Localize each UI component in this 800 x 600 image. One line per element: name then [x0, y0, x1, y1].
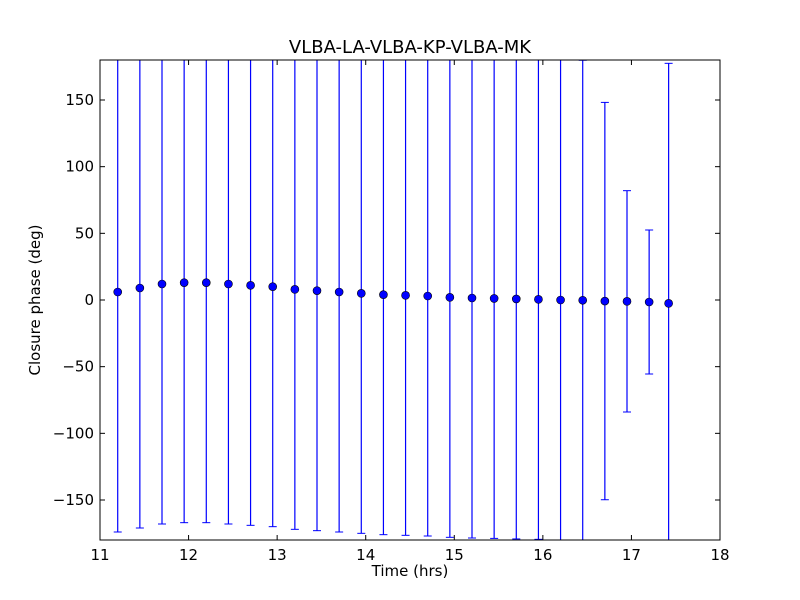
data-point — [179, 278, 189, 287]
chart-title: VLBA-LA-VLBA-KP-VLBA-MK — [289, 37, 532, 58]
axis-ticks: 11 12 13 14 15 16 17 18 −150 −100 −50 0 50 100 150 — [53, 60, 730, 564]
data-point — [467, 293, 477, 303]
x-tick-label: 14 — [356, 546, 375, 564]
y-tick-label: −150 — [53, 491, 94, 509]
y-tick-label: 0 — [84, 291, 94, 309]
data-point — [334, 287, 344, 297]
data-point — [664, 299, 673, 308]
x-tick-label: 15 — [445, 546, 464, 564]
data-point — [135, 283, 145, 293]
data-point — [600, 296, 610, 306]
x-tick-label: 11 — [90, 546, 109, 564]
x-tick-label: 12 — [179, 546, 198, 564]
data-point — [556, 295, 565, 305]
y-tick-label: −50 — [62, 358, 94, 376]
data-point — [157, 279, 167, 289]
data-point — [489, 294, 499, 303]
data-point — [578, 295, 588, 305]
data-point — [445, 293, 455, 302]
data-point — [622, 297, 632, 306]
data-point — [423, 291, 433, 301]
y-tick-label: 50 — [75, 224, 94, 242]
data-point — [379, 290, 388, 299]
x-tick-label: 18 — [710, 546, 729, 564]
data-point — [290, 285, 300, 294]
data-point — [224, 279, 233, 289]
data-point — [113, 287, 123, 297]
y-tick-label: −100 — [53, 424, 94, 442]
data-point — [201, 278, 211, 287]
data-point — [356, 289, 366, 298]
x-axis-label: Time (hrs) — [371, 562, 449, 580]
data-marks — [113, 59, 673, 540]
y-axis-label: Closure phase (deg) — [26, 225, 44, 376]
data-point — [644, 297, 654, 307]
data-point — [312, 286, 322, 295]
data-point — [268, 282, 278, 291]
data-point — [511, 294, 521, 304]
data-point — [246, 281, 255, 290]
y-tick-label: 100 — [65, 158, 94, 176]
data-point — [534, 295, 543, 304]
x-tick-label: 16 — [533, 546, 552, 564]
y-tick-label: 150 — [65, 91, 94, 109]
x-tick-label: 17 — [622, 546, 641, 564]
x-tick-label: 13 — [268, 546, 287, 564]
data-point — [401, 291, 410, 300]
